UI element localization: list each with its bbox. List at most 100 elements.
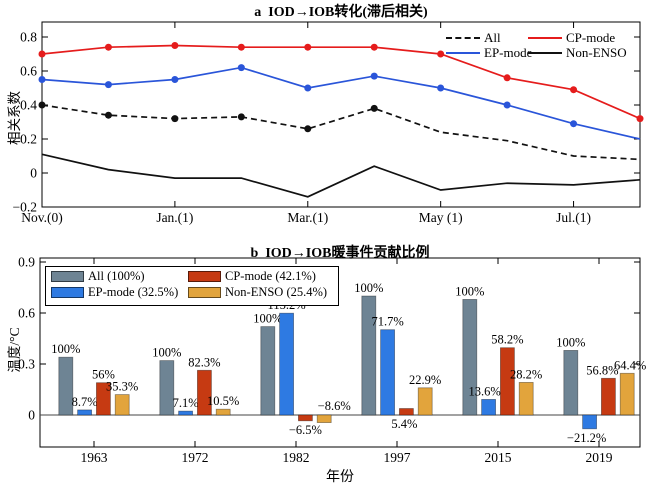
y-tick-label: 0.6 <box>20 64 37 79</box>
legend-item-non-enso: Non-ENSO <box>528 45 627 61</box>
legend-label-cp-mode: CP-mode <box>566 30 616 45</box>
cp-mode-marker <box>237 43 245 51</box>
ep-mode-marker <box>38 76 46 83</box>
bar-label-1963-ep-mode: 8.7% <box>72 395 98 409</box>
bar-label-2019-cp-mode: 56.8% <box>586 363 618 377</box>
cp-mode-line-sample <box>528 37 562 39</box>
ep-mode-bar-swatch <box>51 287 84 298</box>
cp-mode-marker <box>104 43 112 51</box>
ep-mode-marker <box>503 101 511 109</box>
bar-label-1963-all: 100% <box>51 342 80 356</box>
cp-mode-marker <box>171 42 179 49</box>
legend-item-all: All <box>446 30 501 46</box>
bar-1982-non-enso <box>316 414 332 423</box>
x-tick-label: 2015 <box>485 450 512 465</box>
cp-mode-marker <box>636 115 644 123</box>
bar-1997-ep-mode <box>380 329 396 416</box>
y-tick-label: 0.4 <box>20 98 37 113</box>
legend-label-cp-pct: CP-mode (42.1%) <box>225 269 316 283</box>
panel-a: a IOD→IOB转化(滞后相关) 相关系数 −0.2 0 0.2 0.4 0.6 0.8… <box>0 0 650 240</box>
y-tick-label: 0.8 <box>20 30 37 45</box>
ep-mode-marker <box>237 64 245 72</box>
bar-label-1997-cp-mode: 5.4% <box>391 417 417 431</box>
cp-mode-marker <box>437 50 445 58</box>
bar-1963-all <box>58 356 74 416</box>
cp-mode-marker <box>304 43 312 51</box>
cp-mode-marker <box>370 43 378 51</box>
bar-1972-non-enso <box>215 408 231 416</box>
bar-label-1963-cp-mode: 56% <box>92 368 115 382</box>
bar-label-1982-non-enso: −8.6% <box>318 399 351 413</box>
x-tick-label: 1972 <box>182 450 209 465</box>
x-tick-label: Jan.(1) <box>156 210 193 225</box>
bar-1972-cp-mode <box>196 369 212 416</box>
bar-label-1972-cp-mode: 82.3% <box>188 355 220 369</box>
bar-label-2015-all: 100% <box>455 284 484 298</box>
bar-label-2019-ep-mode: −21.2% <box>567 431 606 445</box>
bar-1963-ep-mode <box>77 409 92 416</box>
x-tick-label: Mar.(1) <box>287 210 328 225</box>
bar-1982-cp-mode <box>297 414 313 422</box>
bar-label-1972-non-enso: 10.5% <box>207 394 239 408</box>
bar-label-1963-non-enso: 35.3% <box>106 380 138 394</box>
bar-2019-all <box>563 350 579 416</box>
ep-mode-marker <box>570 120 578 128</box>
all-marker <box>104 111 112 119</box>
bar-1972-all <box>159 360 175 416</box>
bar-label-1972-ep-mode: 7.1% <box>173 396 199 410</box>
panel-b-legend: All (100%) CP-mode (42.1%) EP-mode (32.5… <box>45 266 339 306</box>
legend-label-non-enso-pct: Non-ENSO (25.4%) <box>225 285 328 299</box>
panel-b-title: b IOD→IOB暖事件贡献比例 <box>250 246 430 261</box>
bar-1997-cp-mode <box>398 408 414 416</box>
panel-a-legend: All CP-mode EP-mode Non-ENSO <box>440 28 645 60</box>
panel-b-xlabel: 年份 <box>326 470 354 485</box>
all-marker <box>370 104 378 112</box>
cp-mode-bar-swatch <box>188 271 221 282</box>
bar-1963-cp-mode <box>96 382 111 416</box>
y-tick-label: 0.6 <box>18 306 35 321</box>
bar-2019-cp-mode <box>601 377 616 416</box>
all-marker <box>38 101 46 109</box>
bar-label-2015-cp-mode: 58.2% <box>491 333 523 347</box>
x-tick-label: 2019 <box>586 450 613 465</box>
bar-1982-all <box>260 326 276 416</box>
panel-b: b IOD→IOB暖事件贡献比例 温度/°C 0 0.3 0.6 0.9 1963 197… <box>0 240 650 485</box>
legend-label-all: All <box>484 30 501 45</box>
panel-b-frame <box>39 257 641 448</box>
legend-label-ep-mode: EP-mode <box>484 45 533 60</box>
ep-mode-line-sample <box>446 52 480 54</box>
bar-2015-all <box>462 299 478 416</box>
bar-1982-ep-mode <box>279 312 295 416</box>
y-tick-label: 0 <box>30 166 37 181</box>
bar-2015-cp-mode <box>499 347 515 416</box>
x-tick-label: May (1) <box>419 210 463 225</box>
legend-label-all-pct: All (100%) <box>88 269 145 283</box>
panel-a-title: a IOD→IOB转化(滞后相关) <box>254 5 428 20</box>
panel-a-frame <box>41 21 641 208</box>
bar-2019-ep-mode <box>582 414 597 430</box>
non-enso-line <box>41 153 641 198</box>
panel-b-plot: 0 0.3 0.6 0.9 1963 1972 1982 1997 2015 2019 100% 10… <box>18 255 646 466</box>
ep-mode-marker <box>171 76 179 83</box>
non-enso-line-sample <box>528 52 562 54</box>
bar-label-2019-all: 100% <box>556 335 585 349</box>
ep-mode-marker <box>370 72 378 80</box>
bar-label-1982-all: 100% <box>253 312 282 326</box>
cp-mode-marker <box>570 86 578 94</box>
bar-2015-non-enso <box>518 381 534 416</box>
bar-1997-all <box>361 295 377 416</box>
y-tick-label: 0.3 <box>18 357 35 372</box>
bar-2015-ep-mode <box>481 398 497 416</box>
all-marker <box>171 115 179 123</box>
ep-mode-marker <box>304 84 312 92</box>
cp-mode-marker <box>38 50 46 58</box>
legend-label-ep-pct: EP-mode (32.5%) <box>88 285 179 299</box>
bar-label-2015-non-enso: 28.2% <box>510 367 542 381</box>
all-marker <box>237 113 245 121</box>
panel-a-plot: −0.2 0 0.2 0.4 0.6 0.8 Nov.(0) Jan.(1) Mar.(1) Ma… <box>13 21 644 225</box>
x-tick-label: 1982 <box>283 450 310 465</box>
bar-label-1997-non-enso: 22.9% <box>409 373 441 387</box>
x-tick-label: Nov.(0) <box>21 210 63 225</box>
legend-item-ep-mode: EP-mode <box>446 45 532 61</box>
